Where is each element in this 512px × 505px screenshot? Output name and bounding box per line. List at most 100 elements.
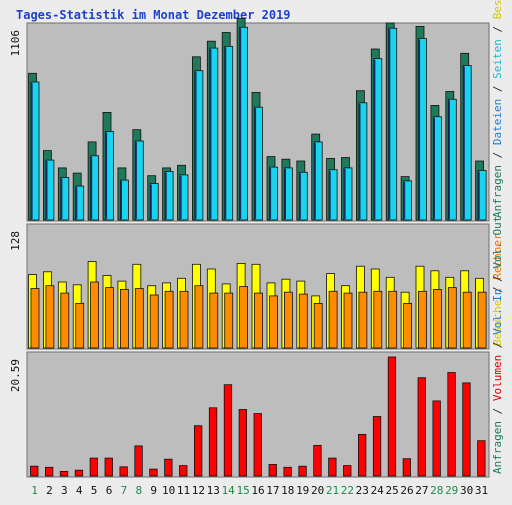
bar-shade-day-28 [433, 117, 435, 219]
bar-volumen-day-18 [283, 466, 292, 477]
bar-volumen-day-25 [387, 356, 397, 477]
x-tick-label-day-22: 22 [341, 484, 354, 497]
bar-shade-day-6 [105, 132, 108, 219]
x-tick-label-day-25: 25 [385, 484, 398, 497]
bar-volumen-day-16 [253, 413, 262, 477]
bar-volumen-day-4 [74, 469, 84, 477]
bar-volumen-day-2 [45, 466, 54, 477]
bar-rechner-day-10 [164, 290, 174, 349]
bar-shade-day-18 [284, 168, 286, 219]
bar-volumen-day-31 [477, 440, 486, 477]
bar-rechner-day-31 [477, 291, 487, 349]
x-tick-label-day-14: 14 [222, 484, 236, 497]
bar-volumen-day-17 [268, 463, 277, 477]
bar-rechner-day-8 [134, 288, 144, 349]
bar-shade-day-14 [224, 47, 227, 220]
x-tick-label-day-3: 3 [61, 484, 68, 497]
bar-volumen-day-11 [179, 465, 188, 477]
bar-rechner-day-1 [30, 288, 40, 349]
bar-shade-day-26 [403, 181, 406, 219]
legend-separator: / [491, 280, 504, 300]
bar-rechner-day-5 [90, 281, 99, 349]
legend-separator: / [491, 401, 504, 421]
panel-bottom: 20.59 Anfragen / Volumen / Vol. In / Vol.… [9, 216, 504, 478]
bar-shade-day-12 [194, 71, 197, 219]
bar-shade-day-5 [90, 156, 93, 219]
bar-volumen-day-27 [417, 377, 426, 477]
bar-shade-day-31 [478, 171, 480, 219]
x-tick-label-day-6: 6 [106, 484, 113, 497]
x-axis-day-labels: 1 2 3 4 5 6 7 8 9 10 11 12 13 14 15 16 17 18 19 20 21 22 23 24 2… [31, 484, 488, 497]
bar-shade-day-15 [239, 28, 242, 219]
bar-shade-day-29 [448, 100, 450, 219]
x-tick-label-day-1: 1 [31, 484, 38, 497]
bar-rechner-day-4 [75, 302, 85, 349]
bar-rechner-day-3 [60, 292, 70, 349]
x-tick-label-day-2: 2 [46, 484, 53, 497]
x-tick-label-day-31: 31 [475, 484, 488, 497]
bar-volumen-day-15 [238, 409, 248, 477]
bar-shade-day-25 [388, 29, 391, 220]
y-max-label-top: 1106 [9, 30, 22, 57]
bar-volumen-day-21 [328, 457, 337, 477]
bar-shade-day-23 [358, 103, 361, 219]
bar-volumen-day-29 [447, 372, 456, 477]
bar-rechner-day-9 [149, 294, 159, 349]
bar-rechner-day-13 [209, 292, 219, 349]
bar-rechner-day-7 [120, 288, 129, 349]
x-tick-label-day-8: 8 [135, 484, 142, 497]
bar-shade-day-8 [135, 142, 137, 219]
bar-volumen-day-10 [164, 458, 173, 477]
bar-rechner-day-24 [373, 290, 383, 349]
bar-shade-day-19 [299, 173, 301, 219]
legend-entry-volumen: Volumen [491, 355, 504, 401]
x-tick-label-day-13: 13 [207, 484, 220, 497]
series-seiten [30, 26, 487, 221]
bar-volumen-day-1 [30, 465, 39, 477]
bar-rechner-day-25 [388, 290, 398, 349]
x-tick-label-day-20: 20 [311, 484, 324, 497]
legend-top: Anfragen / Dateien / Seiten / Besuche [491, 0, 504, 218]
panel-mid: 128 Besuche / Rechner [9, 223, 504, 350]
bar-rechner-day-14 [224, 292, 234, 349]
x-tick-label-day-12: 12 [192, 484, 205, 497]
bar-volumen-day-6 [104, 457, 113, 477]
legend-separator: / [491, 79, 504, 99]
x-tick-label-day-7: 7 [121, 484, 128, 497]
bar-rechner-day-22 [343, 292, 353, 349]
legend-entry-dateien: Dateien [491, 99, 504, 145]
x-tick-label-day-4: 4 [76, 484, 83, 497]
bar-rechner-day-17 [269, 295, 278, 349]
bar-volumen-day-5 [89, 457, 98, 477]
bar-shade-day-24 [373, 59, 376, 219]
x-tick-label-day-28: 28 [430, 484, 443, 497]
bar-volumen-day-26 [402, 458, 412, 477]
bar-volumen-day-9 [149, 468, 158, 477]
bar-volumen-day-22 [343, 465, 352, 477]
bar-rechner-day-2 [45, 285, 55, 349]
y-max-label-bottom: 20.59 [9, 359, 22, 392]
bar-shade-day-20 [314, 142, 316, 219]
bar-rechner-day-16 [254, 292, 263, 349]
bar-volumen-day-7 [119, 466, 128, 477]
bar-shade-day-27 [418, 39, 421, 219]
x-tick-label-day-11: 11 [177, 484, 190, 497]
legend-entry-anfragen: Anfragen [491, 421, 504, 474]
x-tick-label-day-29: 29 [445, 484, 458, 497]
bar-shade-day-3 [60, 178, 63, 219]
legend-bottom: Anfragen / Volumen / Vol. In / Vol. Out [491, 216, 504, 474]
bar-shade-day-9 [150, 184, 152, 219]
x-tick-label-day-18: 18 [281, 484, 294, 497]
legend-entry-anfragen: Anfragen [491, 165, 504, 218]
legend-separator: / [491, 145, 504, 165]
bar-volumen-day-8 [134, 445, 143, 477]
bar-rechner-day-27 [418, 290, 427, 349]
bar-rechner-day-29 [447, 287, 457, 349]
legend-entry-rechner: Rechner [491, 233, 504, 280]
bar-shade-day-4 [75, 187, 78, 219]
bar-shade-day-30 [463, 66, 465, 219]
bar-shade-day-16 [254, 108, 257, 219]
x-tick-label-day-5: 5 [91, 484, 98, 497]
bar-shade-day-11 [180, 175, 182, 219]
